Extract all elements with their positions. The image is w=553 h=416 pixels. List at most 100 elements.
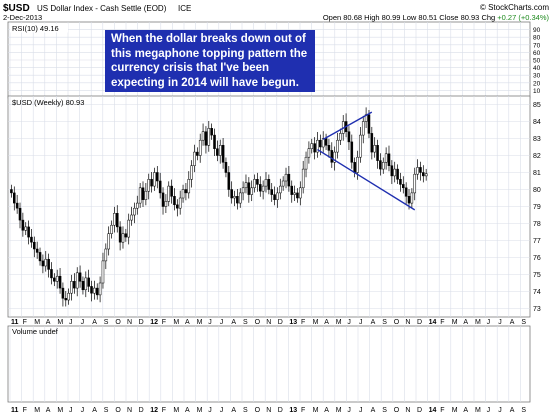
candle-body [261,185,265,192]
annotation-line-3: currency crisis that I've been [111,62,270,74]
x-tick-label: F [162,319,166,326]
y-tick-label: 83 [533,136,541,143]
candle-body [233,196,236,199]
candle-body [187,179,191,194]
candle-body [270,189,273,195]
candle-body [373,145,376,153]
candle-body [193,151,196,166]
candle [422,165,425,183]
candle-body [27,226,30,238]
candle [141,181,145,208]
x-tick-label: M [452,407,458,414]
candle-body [58,275,62,289]
x-tick-label: S [382,407,387,414]
x-tick-label: N [127,319,132,326]
candle [176,199,179,217]
candle [287,166,291,192]
candle-body [47,258,50,270]
candle-body [327,145,331,151]
candle [47,253,50,278]
rsi-tick-label: 40 [533,65,541,72]
close-label: Close [439,13,458,22]
x-tick-label: F [23,319,27,326]
candle-body [227,172,231,190]
candle [381,157,385,174]
candle-body [324,138,328,146]
candle [27,220,30,245]
candle [167,181,171,207]
candle [158,172,162,199]
candle-body [196,151,199,156]
candle [193,144,196,173]
x-tick-label: F [301,319,305,326]
exchange-label: ICE [178,4,191,13]
candle [127,213,130,245]
candle-body [167,185,171,202]
rsi-label: RSI(10) 49.16 [12,24,59,33]
candle-body [258,184,262,192]
candle-body [210,128,213,136]
candle-body [150,179,153,187]
candle-body [141,187,145,200]
candle [241,181,245,201]
chg-value: +0.27 (+0.34%) [497,13,549,22]
candle-body [213,134,216,149]
y-tick-label: 81 [533,170,541,177]
x-tick-label: M [336,319,342,326]
candle-body [95,287,99,296]
candle [221,137,225,169]
x-tick-label: N [405,407,410,414]
x-tick-label: M [57,407,63,414]
candle [196,147,199,161]
x-tick-label: O [115,407,121,414]
x-tick-label: M [173,319,179,326]
x-tick-label: 12 [150,407,158,414]
candle [61,282,65,307]
x-tick-label: O [115,319,121,326]
x-tick-label: S [521,407,526,414]
candle-body [253,179,256,189]
date-label: 2-Dec-2013 [3,13,42,22]
candle-body [207,128,211,146]
x-tick-label: D [278,319,283,326]
candle-body [53,277,56,282]
candle [204,126,208,154]
candle-body [353,162,356,173]
candle-body [333,151,336,163]
volume-label: Volume undef [12,327,59,336]
candle-body [267,179,271,190]
candle-body [198,139,202,156]
candle-body [156,172,159,182]
x-tick-label: O [255,407,261,414]
candle [184,183,188,201]
candle-body [293,192,296,195]
candle-body [181,189,185,199]
x-tick-label: M [452,319,458,326]
candle [299,181,302,206]
candle-body [393,168,396,177]
rsi-tick-label: 70 [533,42,541,49]
candle-body [244,182,248,189]
candle [107,226,110,256]
candle-body [410,192,414,204]
candle [190,160,193,188]
rsi-tick-label: 20 [533,80,541,87]
y-tick-label: 76 [533,255,541,262]
candle-body [402,184,405,189]
x-tick-label: D [139,407,144,414]
candle-body [256,179,259,185]
candle [281,176,285,191]
candle-body [70,281,73,294]
x-tick-label: A [324,319,329,326]
candle [416,159,419,180]
candle-body [75,272,79,289]
x-tick-label: J [498,319,502,326]
y-tick-label: 75 [533,272,541,279]
candle-body [184,189,188,194]
megaphone-resistance-line [322,111,373,140]
candle-body [224,162,228,173]
candle [104,243,108,270]
x-tick-label: S [382,319,387,326]
quote-line: Open 80.68 High 80.99 Low 80.51 Close 80… [323,13,550,22]
candle [113,206,116,233]
